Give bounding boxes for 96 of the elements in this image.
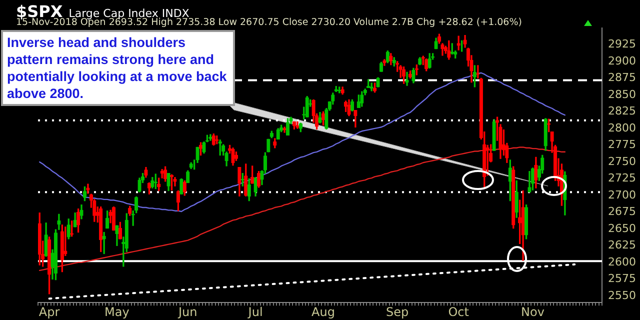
candlestick <box>492 119 496 151</box>
x-tick-label: Nov <box>521 304 544 319</box>
candlestick <box>340 86 344 95</box>
candlestick <box>73 212 77 228</box>
candlestick <box>166 173 170 192</box>
candlestick <box>247 178 251 202</box>
candlestick <box>424 58 428 72</box>
candlestick <box>112 206 116 231</box>
candlestick <box>218 140 222 156</box>
candlestick <box>372 82 377 93</box>
candlestick <box>82 186 87 202</box>
y-tick-label: 2825 <box>608 104 636 118</box>
candlestick <box>386 50 390 64</box>
y-tick-label: 2550 <box>608 288 636 302</box>
candlestick <box>99 206 103 252</box>
candlestick <box>405 72 409 86</box>
candlestick <box>463 35 467 48</box>
candlestick <box>163 166 168 182</box>
candlestick <box>231 148 235 166</box>
candlestick <box>189 162 193 169</box>
candlestick <box>273 138 277 148</box>
y-tick-label: 2575 <box>608 272 636 286</box>
candlestick <box>428 53 432 69</box>
candlestick <box>118 222 122 240</box>
candlestick <box>366 79 370 88</box>
y-tick-label: 2800 <box>608 121 636 134</box>
candlestick <box>144 166 148 178</box>
candlestick <box>256 171 261 188</box>
x-tick-label: Jun <box>177 304 198 319</box>
candlestick <box>266 138 270 152</box>
candlestick <box>534 156 538 188</box>
x-tick-label: Sep <box>386 304 409 319</box>
annotation: Inverse head and shoulders pattern remains strong here and potentially looking at a move back above 2800. <box>1 30 235 106</box>
x-tick-label: Jul <box>247 304 263 319</box>
candlestick <box>234 152 238 161</box>
candlestick <box>182 180 186 196</box>
candlestick <box>270 130 274 138</box>
y-tick-label: 2675 <box>608 205 636 218</box>
candlestick <box>238 166 242 196</box>
candlestick <box>286 118 290 136</box>
candlestick <box>212 133 216 146</box>
candlestick <box>47 236 52 294</box>
candlestick <box>318 112 322 124</box>
candlestick <box>66 218 70 240</box>
candlestick <box>198 142 203 156</box>
candlestick <box>412 68 416 84</box>
y-tick-label: 2850 <box>608 88 636 101</box>
candlestick <box>331 92 335 105</box>
candlestick <box>528 171 532 192</box>
candlestick <box>176 190 180 212</box>
candlestick <box>379 62 384 72</box>
candlestick <box>460 40 463 52</box>
candlestick <box>170 174 174 190</box>
candlestick <box>38 212 42 266</box>
candlestick <box>173 177 177 186</box>
y-tick-label: 2725 <box>608 172 636 185</box>
candlestick <box>254 177 258 196</box>
candlestick <box>305 96 309 118</box>
y-tick-label: 2750 <box>608 154 636 168</box>
x-tick-label: May <box>104 304 130 319</box>
candlestick <box>208 134 212 141</box>
candlestick <box>512 166 516 229</box>
candlestick <box>147 182 152 194</box>
candlestick <box>296 121 300 129</box>
candlestick <box>347 99 351 116</box>
y-tick-label: 2625 <box>608 238 636 252</box>
candlestick <box>157 178 161 192</box>
x-tick-label: Apr <box>38 304 60 319</box>
x-tick-label: Oct <box>448 304 470 319</box>
candlestick <box>382 59 386 66</box>
y-tick-label: 2775 <box>608 138 636 152</box>
y-tick-label: 2900 <box>608 54 636 68</box>
y-tick-label: 2875 <box>608 71 636 84</box>
candlestick <box>180 178 184 194</box>
candlestick <box>376 77 380 88</box>
y-tick-label: 2650 <box>608 222 636 235</box>
x-tick-label: Aug <box>312 304 335 319</box>
candlestick <box>80 204 84 220</box>
y-tick-label: 2925 <box>608 38 636 51</box>
candlestick <box>276 128 280 140</box>
candlestick <box>282 126 286 133</box>
candlestick <box>298 122 302 132</box>
candlestick <box>186 170 190 184</box>
candlestick <box>524 204 528 240</box>
y-tick-label: 2700 <box>608 188 636 202</box>
candlestick <box>354 110 358 128</box>
candlestick <box>244 164 248 196</box>
candlestick <box>370 82 374 92</box>
candlestick <box>44 222 48 257</box>
candlestick <box>70 220 74 237</box>
candlestick <box>402 66 406 84</box>
candlestick <box>434 38 438 50</box>
candlestick <box>102 232 106 254</box>
candlestick <box>360 91 364 107</box>
candlestick <box>86 184 90 194</box>
y-tick-label: 2600 <box>608 255 636 268</box>
